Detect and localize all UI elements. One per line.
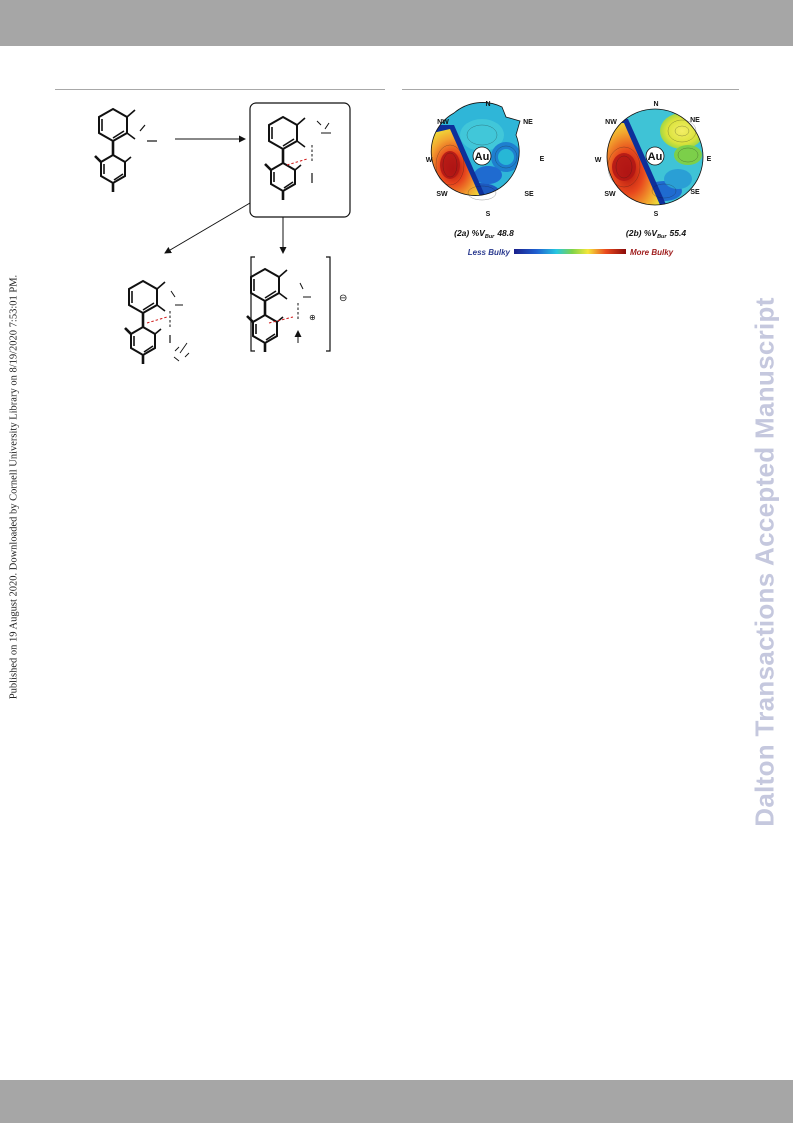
map-2b-caption: (2b) %VBur 55.4 (626, 228, 686, 240)
map-2a-compass-s: S (486, 211, 491, 218)
legend-less-bulky: Less Bulky (468, 248, 511, 257)
map-2a-caption-value: 48.8 (496, 228, 514, 238)
map-2a-caption-sub: Bur (485, 234, 495, 240)
map-2b-center-label: Au (648, 151, 663, 163)
watermark-text: Dalton Transactions Accepted Manuscript (749, 297, 780, 827)
map-2b-compass-w: W (595, 157, 602, 164)
arrow-to-neutral (164, 202, 251, 254)
steric-maps-figure: Au N NE E SE S SW W NW (2a) %VBur 48.8 (426, 101, 712, 257)
map-2b-caption-value: 55.4 (670, 228, 687, 238)
anion-charge-symbol: ⊖ (339, 293, 347, 304)
steric-legend: Less Bulky More Bulky (468, 248, 674, 257)
map-2a-caption-prefix: (2a) %V (454, 228, 486, 238)
cation-charge-symbol: ⊕ (309, 313, 316, 322)
map-2b-compass-sw: SW (604, 191, 616, 198)
map-2a-compass-sw: SW (436, 191, 448, 198)
published-notice-text: Published on 19 August 2020. Downloaded … (8, 274, 20, 700)
header-band (0, 0, 793, 46)
map-2a-compass-se: SE (524, 191, 534, 198)
neutral-complex (123, 279, 190, 366)
footer-band (0, 1080, 793, 1123)
reaction-scheme: ⊕ ⊖ (93, 102, 351, 366)
map-2b-caption-sub: Bur (657, 234, 667, 240)
cationic-complex: ⊕ ⊖ (245, 256, 347, 354)
map-2b-compass-ne: NE (690, 117, 700, 124)
map-2a-compass-ne: NE (523, 119, 533, 126)
right-column-rule (402, 89, 739, 90)
map-2b-compass-s: S (654, 211, 659, 218)
map-2a-compass-nw: NW (437, 119, 449, 126)
map-2a-compass-w: W (426, 157, 433, 164)
map-2b-compass-nw: NW (605, 119, 617, 126)
boxed-gold-complex (249, 102, 351, 218)
map-2a-caption: (2a) %VBur 48.8 (454, 228, 514, 240)
map-2a-compass-e: E (540, 156, 545, 163)
steric-map-2a: Au N NE E SE S SW W NW (2a) %VBur 48.8 (426, 101, 545, 240)
steric-map-2b: Au N NE E SE S SW W NW (2b) %VBur 55.4 (595, 101, 712, 240)
legend-more-bulky: More Bulky (630, 248, 674, 257)
map-2b-caption-prefix: (2b) %V (626, 228, 659, 238)
map-2b-compass-se: SE (690, 189, 700, 196)
map-2b-compass-e: E (707, 156, 712, 163)
map-2a-compass-n: N (485, 101, 490, 108)
map-2a-center-label: Au (475, 151, 490, 163)
legend-gradient-bar (514, 249, 626, 254)
map-2b-compass-n: N (653, 101, 658, 108)
left-column-rule (55, 89, 385, 90)
ligand-structure (93, 107, 157, 194)
